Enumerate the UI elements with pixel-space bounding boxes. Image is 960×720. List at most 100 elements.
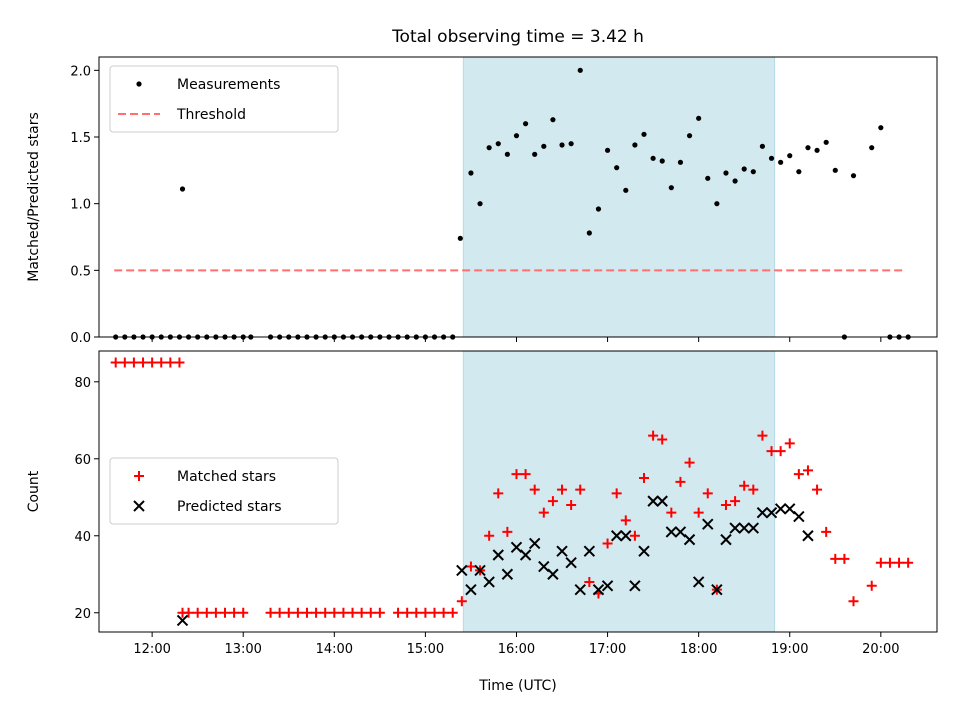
measurement-point [741, 166, 747, 172]
predicted-star-point [547, 568, 559, 580]
measurement-point [179, 186, 186, 192]
predicted-star-point [510, 541, 523, 554]
predicted-star-point [592, 583, 605, 596]
matched-star-point [165, 357, 176, 368]
x-tick-label: 17:00 [589, 642, 626, 657]
matched-star-point [147, 357, 158, 368]
measurement-point [641, 131, 647, 137]
measurement-point [586, 230, 592, 236]
matched-star-point [374, 607, 385, 618]
predicted-star-point [711, 583, 723, 596]
predicted-star-point [538, 560, 550, 573]
matched-star-point [347, 607, 358, 618]
measurement-point [832, 167, 838, 173]
matched-star-point [611, 488, 622, 499]
measurement-point [632, 142, 638, 148]
predicted-star-point [793, 510, 805, 523]
matched-star-point [875, 557, 886, 568]
predicted-star-point [692, 576, 705, 588]
matched-star-point [156, 357, 167, 368]
predicted-star-point [601, 580, 614, 592]
matched-star-point [356, 607, 367, 618]
predicted-star-point [483, 576, 495, 588]
y-tick-label: 0.0 [70, 331, 91, 346]
measurement-point [732, 178, 738, 184]
measurement-point [504, 151, 510, 157]
measurement-point [750, 169, 756, 175]
measurement-point [477, 201, 483, 207]
matched-star-point [557, 484, 568, 495]
measurement-point [532, 151, 538, 157]
measurement-point [796, 169, 802, 175]
predicted-star-point [574, 583, 586, 596]
matched-star-point [229, 607, 240, 618]
y-tick-label: 80 [74, 376, 91, 391]
matched-star-point [128, 357, 139, 368]
predicted-star-point [729, 522, 741, 534]
matched-star-point [320, 607, 331, 618]
matched-star-point [575, 484, 586, 495]
measurement-point [805, 145, 811, 151]
legend-label: Measurements [177, 77, 280, 93]
measurement-point [814, 147, 820, 153]
predicted-star-point [656, 495, 668, 507]
predicted-star-point [765, 506, 778, 519]
matched-star-point [821, 526, 832, 537]
measurement-point [714, 201, 720, 207]
measurement-point [568, 141, 574, 147]
legend: Measurements Threshold [109, 65, 339, 133]
matched-star-point [301, 607, 312, 618]
x-tick-label: 12:00 [133, 642, 170, 657]
predicted-star-point [774, 503, 787, 515]
series-measurements [113, 67, 911, 340]
measurement-point [468, 170, 474, 176]
matched-star-point [830, 553, 841, 564]
matched-star-point [639, 473, 650, 484]
legend-label: Predicted stars [177, 499, 282, 515]
measurement-point [705, 175, 711, 181]
predicted-star-point [647, 495, 659, 507]
matched-star-point [329, 607, 340, 618]
matched-star-point [456, 596, 467, 607]
matched-star-point [812, 484, 823, 495]
measurement-point [787, 153, 793, 159]
matched-star-point [220, 607, 231, 618]
predicted-star-point [674, 526, 687, 538]
matched-star-point [265, 607, 276, 618]
axes-frame [98, 350, 938, 633]
legend-matched-swatch [134, 471, 144, 481]
x-tick-label: 14:00 [316, 642, 353, 657]
predicted-star-point [683, 533, 696, 546]
measurement-point [604, 147, 611, 153]
matched-star-point [274, 607, 285, 618]
predicted-star-point [583, 545, 596, 557]
matched-star-point [201, 607, 212, 618]
y-tick-label: 1.5 [70, 131, 91, 146]
matched-star-point [739, 480, 750, 491]
chart-title: Total observing time = 3.42 h [391, 27, 644, 47]
matched-star-point [183, 607, 194, 618]
matched-star-point [766, 446, 777, 457]
matched-star-point [192, 607, 203, 618]
measurement-point [486, 145, 492, 151]
measurement-point [759, 143, 766, 149]
predicted-star-point [610, 530, 623, 542]
legend-predicted-swatch [133, 500, 145, 512]
measurement-point [623, 187, 629, 193]
measurement-point [823, 139, 829, 145]
matched-star-point [839, 553, 850, 564]
matched-star-point [702, 488, 713, 499]
matched-star-point [119, 357, 130, 368]
legend-measurement-swatch [136, 81, 142, 87]
predicted-star-point [747, 522, 760, 534]
matched-star-point [338, 607, 349, 618]
measurement-point [457, 235, 463, 241]
measurement-point [595, 206, 602, 212]
measurement-point [850, 173, 857, 179]
measurement-point [778, 159, 784, 165]
matched-star-point [629, 530, 640, 541]
measurement-point [668, 185, 674, 191]
measurement-point [513, 133, 520, 139]
predicted-star-point [720, 533, 732, 546]
y-tick-label: 20 [74, 607, 91, 622]
